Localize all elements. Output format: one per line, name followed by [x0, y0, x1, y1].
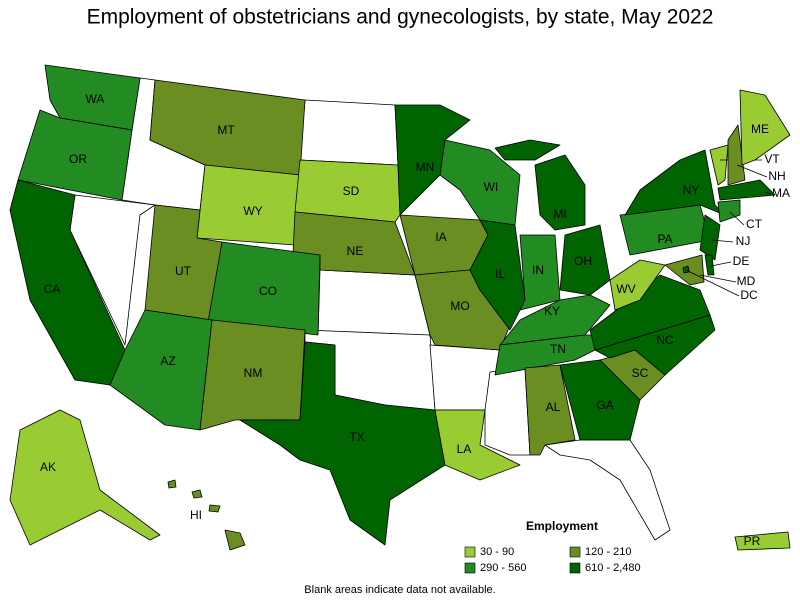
- footnote: Blank areas indicate data not available.: [304, 584, 495, 596]
- state: [167, 479, 177, 489]
- legend-swatch: [464, 562, 476, 574]
- leader-line: [710, 261, 732, 267]
- state: [207, 241, 321, 336]
- state: [239, 341, 446, 546]
- state-label: NE: [347, 244, 364, 258]
- state: [559, 224, 611, 296]
- state: [519, 234, 561, 311]
- state-label: CT: [746, 217, 763, 231]
- state: [299, 99, 399, 166]
- state: [699, 214, 721, 261]
- state: [717, 179, 776, 201]
- blank-states: [69, 77, 671, 541]
- state-label: AZ: [160, 354, 175, 368]
- state-label: SC: [632, 366, 649, 380]
- state-label: HI: [190, 508, 202, 522]
- state-label: UT: [175, 264, 192, 278]
- state-label: AK: [40, 460, 56, 474]
- legend-label: 30 - 90: [480, 546, 514, 558]
- state-label: NY: [683, 183, 700, 197]
- state-label: MA: [772, 186, 790, 200]
- state-label: IA: [435, 230, 446, 244]
- state-label: WY: [243, 204, 262, 218]
- state-label: MT: [217, 123, 235, 137]
- state: [609, 259, 666, 311]
- legend-label: 290 - 560: [480, 562, 526, 574]
- legend-label: 610 - 2,480: [585, 562, 641, 574]
- state: [682, 265, 690, 274]
- state: [494, 139, 561, 161]
- state-label: OR: [69, 152, 87, 166]
- state-label: AL: [546, 400, 561, 414]
- state-label: OH: [574, 254, 592, 268]
- legend-swatch: [464, 546, 476, 558]
- states: WA OR CA MT WY SD NE UT CO AZ NM TX MN IA WI MO IL IN MI OH…: [9, 64, 791, 551]
- state-label: SD: [343, 184, 360, 198]
- state-label: IN: [532, 263, 544, 277]
- state: [624, 149, 726, 216]
- state: [317, 269, 431, 336]
- map-title: Employment of obstetricians and gynecolo…: [87, 6, 714, 29]
- state: [208, 504, 221, 513]
- state-label: KY: [544, 304, 560, 318]
- state: [434, 409, 521, 481]
- state-label: TN: [550, 342, 566, 356]
- state-label: DC: [740, 288, 758, 302]
- state-label: CA: [44, 282, 61, 296]
- state: [17, 109, 133, 201]
- state-label: PA: [657, 232, 672, 246]
- state-label: WV: [616, 282, 635, 296]
- state-label: NC: [656, 333, 674, 347]
- leader-line: [764, 191, 772, 195]
- state: [469, 219, 526, 331]
- state: [734, 531, 791, 551]
- state-label: WA: [86, 92, 105, 106]
- leader-line: [685, 269, 740, 297]
- legend-title: Employment: [526, 519, 598, 533]
- state: [739, 89, 791, 166]
- state-label: MD: [737, 274, 756, 288]
- state-label: NM: [244, 366, 263, 380]
- state-label: LA: [457, 442, 472, 456]
- state-label: IL: [495, 267, 505, 281]
- state-label: VT: [764, 152, 780, 166]
- state-label: TX: [349, 430, 364, 444]
- state-label: MO: [450, 299, 469, 313]
- state: [484, 367, 531, 456]
- state: [224, 529, 246, 551]
- state-label: ME: [751, 122, 769, 136]
- leader-line: [729, 211, 745, 226]
- legend-label: 120 - 210: [585, 546, 631, 558]
- leader-line: [699, 274, 737, 283]
- state-label: MI: [553, 207, 566, 221]
- legend: Employment 30 - 90 120 - 210 290 - 560 610 …: [464, 519, 641, 574]
- state-label: CO: [259, 284, 277, 298]
- legend-swatch: [569, 562, 581, 574]
- leader-line: [711, 239, 734, 243]
- leader-line: [736, 164, 768, 178]
- state-label: DE: [733, 254, 750, 268]
- state: [704, 254, 715, 276]
- state: [709, 144, 729, 186]
- state-label: PR: [744, 534, 761, 548]
- state: [9, 409, 161, 546]
- state-label: GA: [596, 398, 613, 412]
- state-label: WI: [484, 180, 499, 194]
- legend-swatch: [569, 546, 581, 558]
- state: [727, 124, 746, 186]
- state-label: NH: [768, 169, 785, 183]
- state-label: MN: [416, 160, 435, 174]
- state: [294, 159, 401, 223]
- state-label: NJ: [736, 234, 751, 248]
- state: [191, 489, 203, 499]
- state: [534, 154, 586, 231]
